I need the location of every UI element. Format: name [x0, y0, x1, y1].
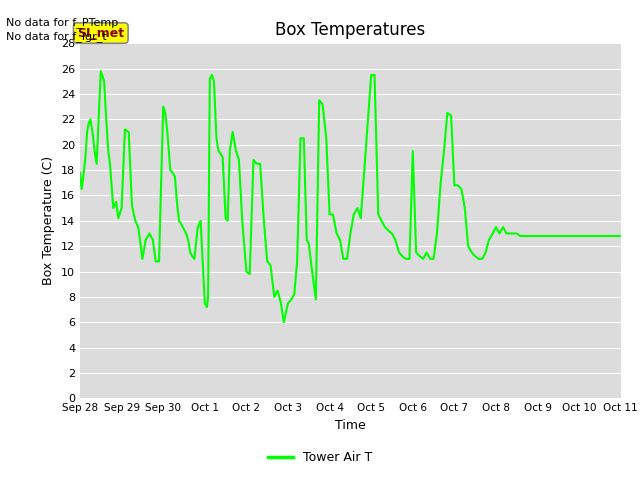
X-axis label: Time: Time [335, 419, 366, 432]
Title: Box Temperatures: Box Temperatures [275, 21, 426, 39]
Legend: Tower Air T: Tower Air T [263, 446, 377, 469]
Text: No data for f_PTemp: No data for f_PTemp [6, 17, 118, 28]
Text: SI_met: SI_met [77, 26, 124, 39]
Y-axis label: Box Temperature (C): Box Temperature (C) [42, 156, 55, 286]
Text: No data for f_lgr_t: No data for f_lgr_t [6, 31, 107, 42]
